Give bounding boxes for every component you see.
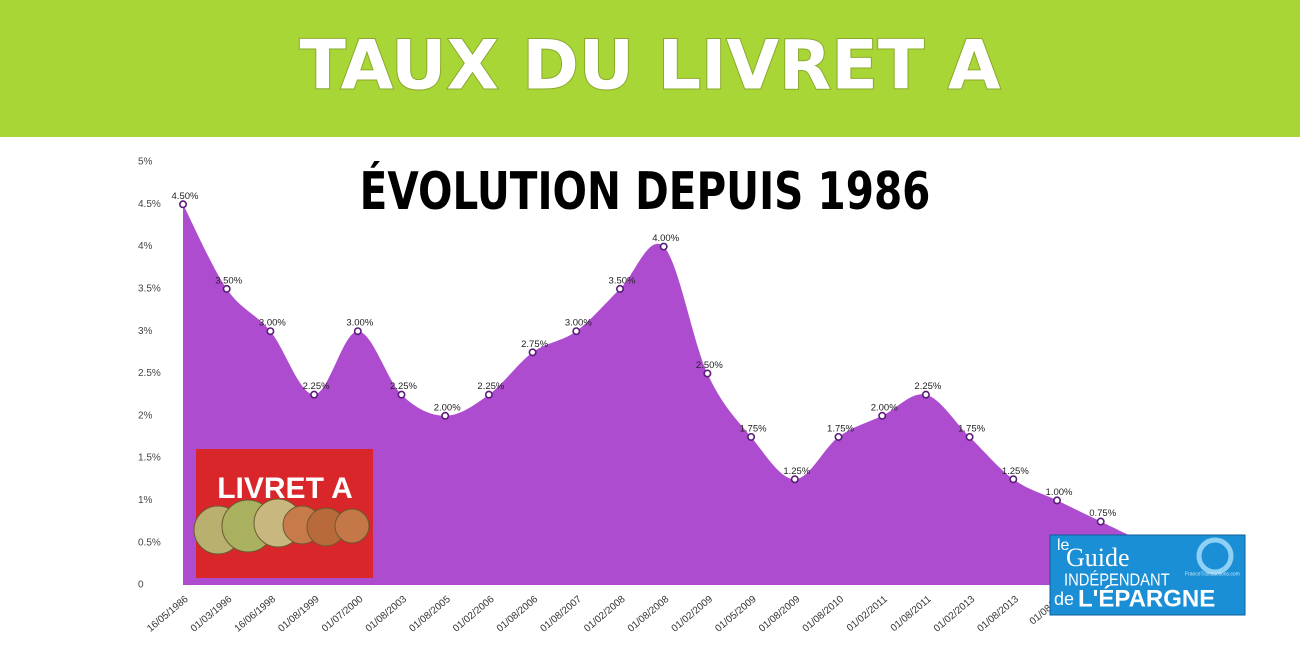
value-label: 0.75%: [1089, 508, 1116, 519]
x-tick-label: 01/08/2008: [626, 594, 672, 635]
point: [397, 390, 406, 399]
y-tick-label: 2%: [138, 410, 153, 421]
point: [441, 411, 450, 420]
value-label: 1.75%: [958, 423, 985, 434]
banner: [0, 0, 1300, 137]
value-label: 4.00%: [652, 233, 679, 244]
logo-independant: INDÉPENDANT: [1064, 569, 1170, 590]
point: [179, 200, 188, 209]
coin: [334, 508, 370, 544]
point: [572, 327, 581, 336]
value-label: 3.00%: [565, 318, 592, 329]
photo-label: LIVRET A: [217, 472, 353, 505]
point: [1009, 475, 1018, 484]
logo-le: le: [1057, 537, 1070, 554]
x-tick-label: 01/02/2006: [451, 594, 497, 635]
point: [921, 390, 930, 399]
point: [1053, 496, 1062, 505]
value-label: 3.00%: [346, 318, 373, 329]
value-label: 1.25%: [783, 466, 810, 477]
point: [1096, 517, 1105, 526]
x-tick-label: 01/02/2013: [932, 594, 978, 635]
value-label: 2.25%: [914, 381, 941, 392]
y-tick-label: 3%: [138, 326, 153, 337]
x-tick-label: 01/08/2010: [801, 594, 847, 635]
point: [310, 390, 319, 399]
chart-subtitle: ÉVOLUTION DEPUIS 1986: [360, 161, 931, 221]
value-label: 4.50%: [172, 191, 199, 202]
logo-bg: [1049, 534, 1246, 616]
value-label: 1.00%: [1046, 487, 1073, 498]
x-tick-label: 01/08/2009: [757, 594, 803, 635]
x-tick-label: 01/03/1996: [189, 594, 235, 635]
value-label: 2.00%: [434, 402, 461, 413]
point: [659, 242, 668, 251]
y-tick-label: 5%: [138, 157, 153, 168]
x-tick-label: 16/06/1998: [233, 594, 279, 635]
x-tick-label: 01/08/2013: [976, 594, 1022, 635]
logo-de: de: [1054, 589, 1074, 609]
y-tick-label: 3.5%: [138, 284, 161, 295]
value-label: 3.00%: [259, 318, 286, 329]
x-tick-label: 01/05/2009: [713, 594, 759, 635]
x-tick-label: 01/07/2000: [320, 594, 366, 635]
logo-guide: Guide: [1066, 543, 1130, 572]
value-label: 3.50%: [609, 275, 636, 286]
x-tick-label: 01/08/2005: [407, 594, 453, 635]
point: [790, 475, 799, 484]
x-tick-label: 01/08/1999: [276, 594, 322, 635]
y-tick-label: 2.5%: [138, 368, 161, 379]
point: [528, 348, 537, 357]
value-label: 2.00%: [871, 402, 898, 413]
logo-epargne: L'ÉPARGNE: [1078, 584, 1215, 612]
y-tick-label: 1%: [138, 495, 153, 506]
y-tick-label: 0: [138, 580, 144, 591]
value-label: 3.50%: [215, 275, 242, 286]
point: [353, 327, 362, 336]
point: [222, 284, 231, 293]
point: [615, 284, 624, 293]
value-label: 2.25%: [303, 381, 330, 392]
point: [747, 432, 756, 441]
value-label: 2.50%: [696, 360, 723, 371]
value-label: 1.75%: [740, 423, 767, 434]
y-tick-label: 0.5%: [138, 537, 161, 548]
value-label: 1.75%: [827, 423, 854, 434]
point: [703, 369, 712, 378]
y-tick-label: 4%: [138, 241, 153, 252]
point: [878, 411, 887, 420]
y-tick-label: 4.5%: [138, 199, 161, 210]
logo-site: FranceTransactions.com: [1185, 571, 1240, 577]
photo: LIVRET A: [193, 449, 373, 578]
value-label: 2.25%: [390, 381, 417, 392]
banner-title: TAUX DU LIVRET A: [299, 27, 1000, 106]
point: [266, 327, 275, 336]
area: [183, 204, 1145, 586]
point: [834, 432, 843, 441]
x-tick-label: 01/08/2007: [539, 594, 585, 635]
x-tick-label: 01/08/2006: [495, 594, 541, 635]
x-tick-label: 01/08/2011: [889, 594, 934, 634]
value-label: 2.25%: [477, 381, 504, 392]
point: [484, 390, 493, 399]
value-label: 1.25%: [1002, 466, 1029, 477]
y-tick-label: 1.5%: [138, 453, 161, 464]
x-tick-label: 01/02/2009: [670, 594, 716, 635]
x-tick-label: 01/08/2003: [364, 594, 410, 635]
x-tick-label: 16/05/1986: [145, 594, 191, 635]
x-tick-label: 01/02/2011: [845, 594, 890, 634]
logo-ring: [1196, 537, 1234, 575]
value-label: 2.75%: [521, 339, 548, 350]
x-tick-label: 01/02/2008: [582, 594, 628, 635]
point: [965, 432, 974, 441]
